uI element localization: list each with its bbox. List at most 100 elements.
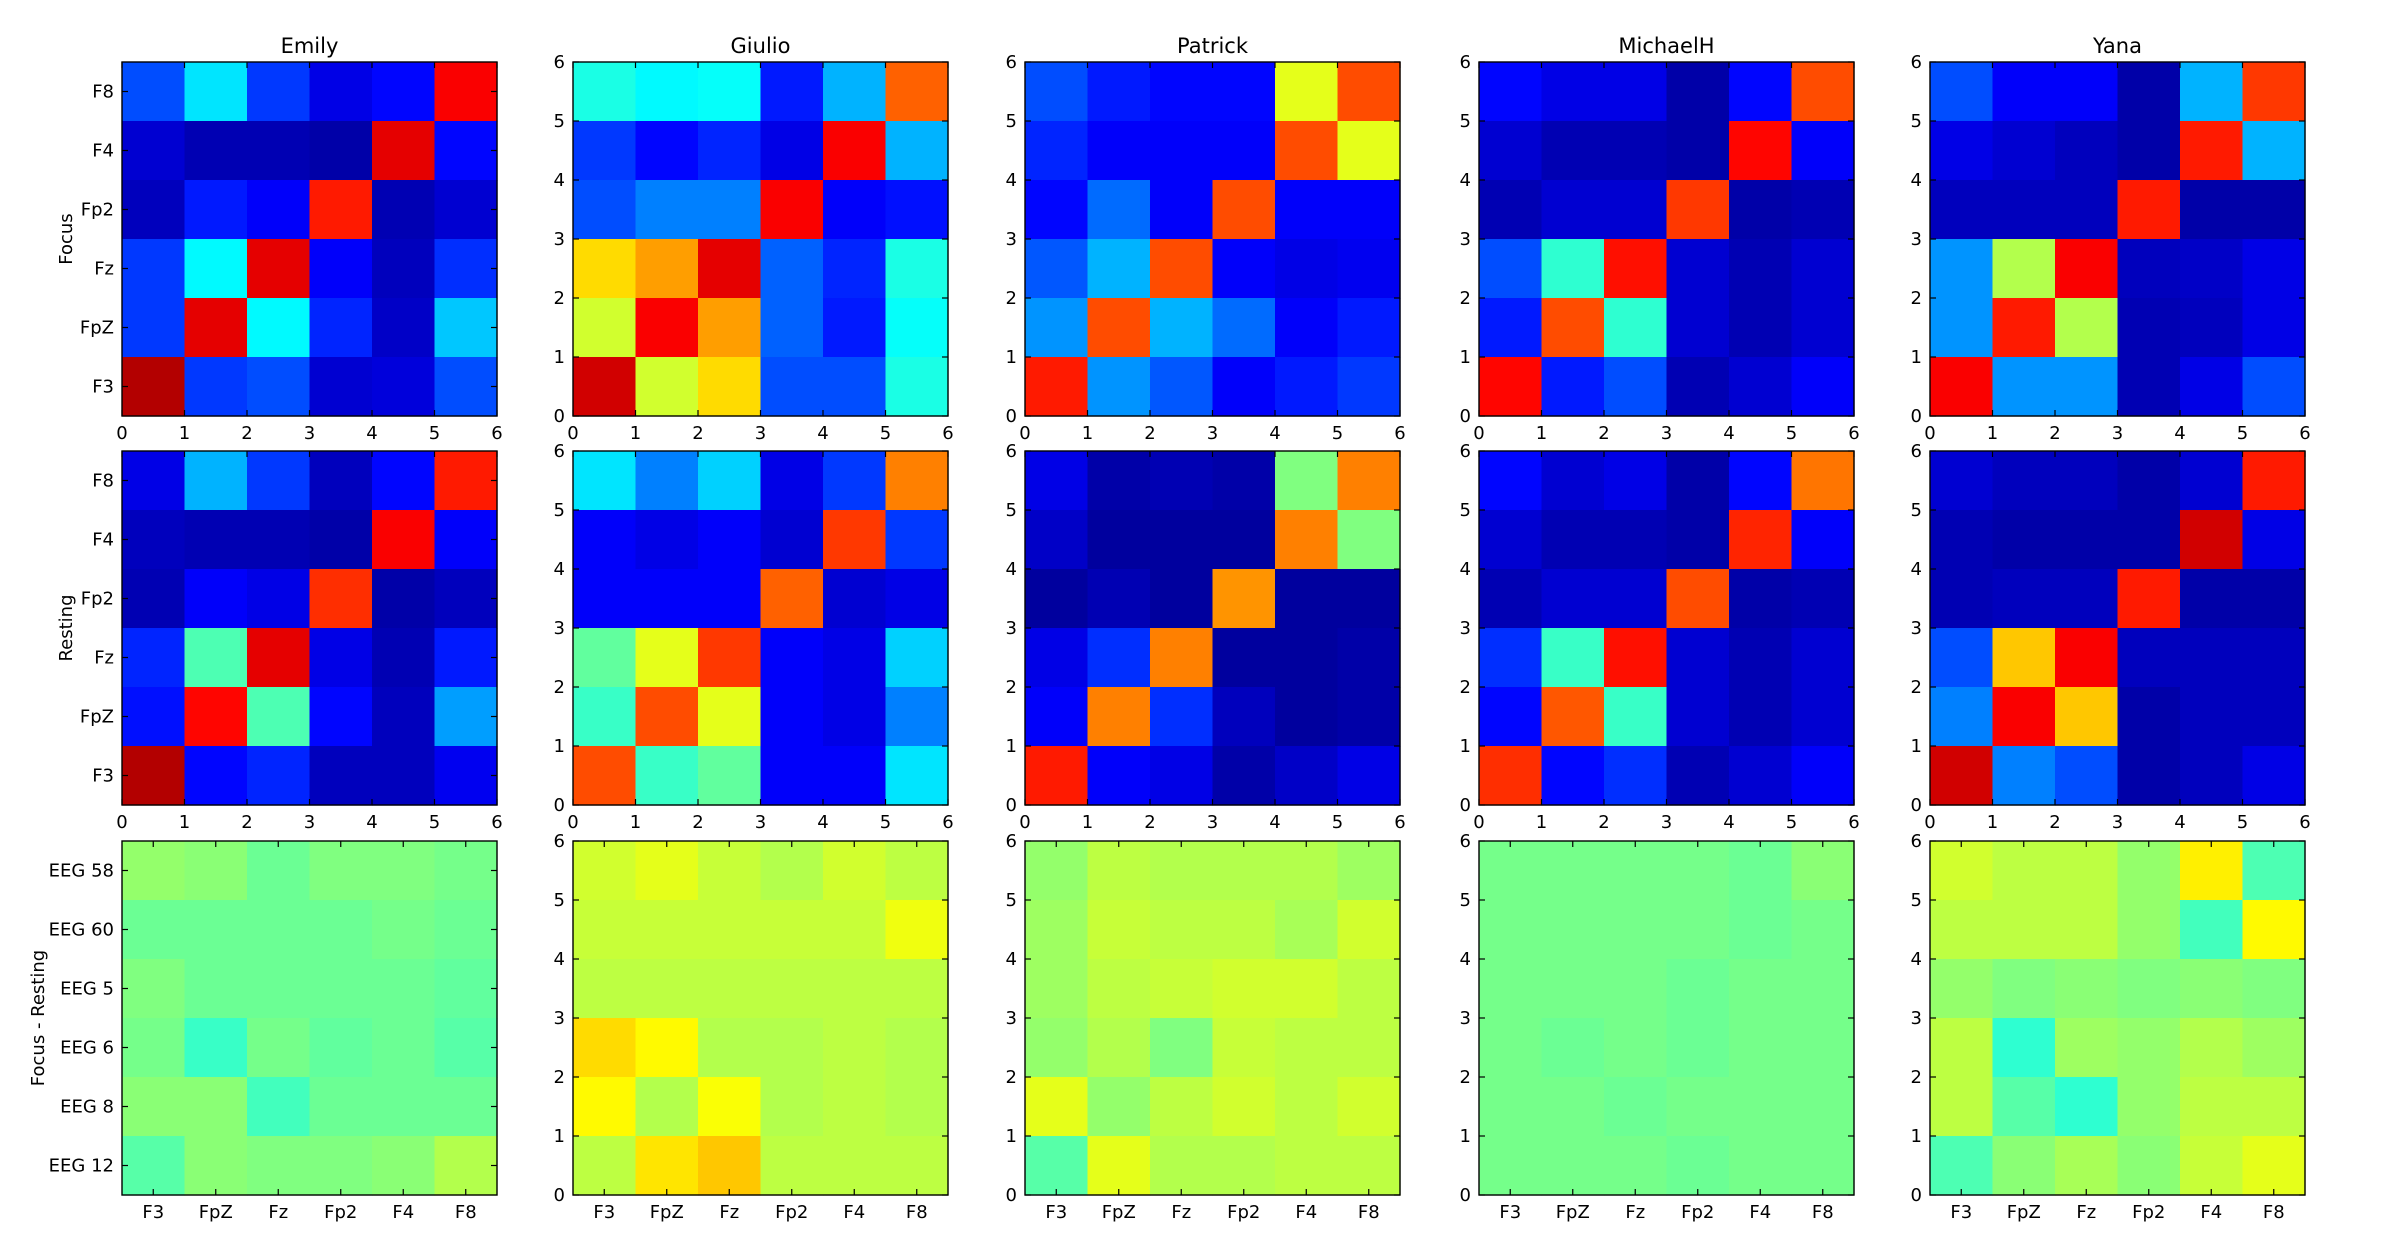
heatmap-cell [184, 687, 248, 747]
y-tick-label: 1 [554, 1126, 565, 1147]
x-tick-label: 6 [2299, 812, 2310, 833]
x-tick-label: 0 [1473, 812, 1484, 833]
heatmap-cell [1337, 62, 1401, 122]
heatmap-cell [1479, 298, 1543, 358]
heatmap-cell [1150, 121, 1214, 181]
heatmap-cell [1729, 959, 1793, 1019]
heatmap-cell [372, 1018, 436, 1078]
x-tick-label: 2 [692, 423, 703, 444]
heatmap-cell [823, 569, 887, 629]
heatmap-cell [372, 121, 436, 181]
x-tick-label: Fp2 [775, 1202, 808, 1223]
heatmap-cell [1930, 298, 1994, 358]
heatmap-cell [1541, 841, 1605, 901]
y-tick-label: 3 [554, 1008, 565, 1029]
y-tick-label: 5 [1460, 890, 1471, 911]
heatmap-cell [122, 62, 186, 122]
heatmap-cell [823, 357, 887, 417]
heatmap-cell [1666, 687, 1730, 747]
subplot-frame [121, 840, 498, 1196]
heatmap-cell [1479, 62, 1543, 122]
heatmap-cell [1212, 121, 1276, 181]
x-tick-label: 3 [2112, 812, 2123, 833]
heatmap-cell [760, 121, 824, 181]
heatmap-cell [635, 62, 699, 122]
heatmap-cell [1541, 687, 1605, 747]
heatmap-cell [1087, 628, 1151, 688]
heatmap-cell [184, 569, 248, 629]
heatmap-cell [1541, 959, 1605, 1019]
heatmap-cell [122, 1018, 186, 1078]
heatmap-cell [1087, 959, 1151, 1019]
heatmap-cell [372, 746, 436, 806]
heatmap-cell [434, 180, 498, 240]
x-tick-label: 6 [942, 423, 953, 444]
heatmap-cell [573, 1018, 637, 1078]
y-tick-label: 5 [554, 890, 565, 911]
heatmap-cell [247, 510, 311, 570]
heatmap-cell [2055, 1077, 2119, 1137]
x-tick-label: 1 [179, 423, 190, 444]
heatmap-cell [885, 180, 949, 240]
x-tick-label: F4 [843, 1202, 865, 1223]
heatmap-cell [1212, 569, 1276, 629]
heatmap-cell [635, 900, 699, 960]
heatmap-cell [309, 510, 373, 570]
x-tick-label: F4 [392, 1202, 414, 1223]
heatmap-cell [247, 628, 311, 688]
x-tick-label: 6 [1394, 423, 1405, 444]
heatmap-cell [635, 510, 699, 570]
heatmap-cell [309, 62, 373, 122]
heatmap-cell [823, 510, 887, 570]
x-tick-label: 5 [1786, 812, 1797, 833]
heatmap-cell [635, 357, 699, 417]
y-tick-label: 4 [554, 170, 565, 191]
heatmap-cell [635, 451, 699, 511]
heatmap-cell [2242, 1077, 2306, 1137]
heatmap-cell [885, 451, 949, 511]
heatmap-cell [885, 1077, 949, 1137]
y-tick-label: 0 [1460, 406, 1471, 427]
heatmap-cell [2117, 1136, 2181, 1196]
heatmap-cell [247, 1136, 311, 1196]
heatmap-cell [760, 569, 824, 629]
heatmap-cell [823, 62, 887, 122]
heatmap-cell [1930, 959, 1994, 1019]
heatmap-cell [1604, 959, 1668, 1019]
y-tick-label: 0 [1006, 406, 1017, 427]
heatmap-cell [2180, 959, 2244, 1019]
heatmap-cell [184, 451, 248, 511]
x-tick-label: 4 [817, 423, 828, 444]
y-tick-label: F4 [92, 141, 114, 162]
heatmap-cell [2117, 510, 2181, 570]
heatmap-cell [698, 62, 762, 122]
x-tick-label: Fp2 [1227, 1202, 1260, 1223]
heatmap-cell [1087, 841, 1151, 901]
x-tick-label: 2 [1598, 812, 1609, 833]
y-tick-label: 3 [1911, 618, 1922, 639]
y-tick-label: 1 [1006, 736, 1017, 757]
x-tick-label: 5 [429, 423, 440, 444]
heatmap-cell [1791, 1136, 1855, 1196]
heatmap-cell [1275, 959, 1339, 1019]
heatmap-cell [573, 62, 637, 122]
heatmap-cell [1212, 628, 1276, 688]
heatmap-cell [122, 900, 186, 960]
heatmap-cell [1791, 746, 1855, 806]
x-tick-label: 3 [755, 423, 766, 444]
x-tick-label: 4 [1269, 812, 1280, 833]
heatmap-cell [573, 1136, 637, 1196]
heatmap-cell [698, 900, 762, 960]
heatmap-cell [1087, 121, 1151, 181]
heatmap-cell [573, 298, 637, 358]
heatmap-cell [1930, 628, 1994, 688]
heatmap-cell [1479, 628, 1543, 688]
heatmap-cell [760, 841, 824, 901]
heatmap-cell [1791, 357, 1855, 417]
heatmap-cell [184, 62, 248, 122]
heatmap-cell [1541, 298, 1605, 358]
heatmap-cell [1992, 298, 2056, 358]
heatmap-cell [573, 357, 637, 417]
heatmap-cell [247, 687, 311, 747]
